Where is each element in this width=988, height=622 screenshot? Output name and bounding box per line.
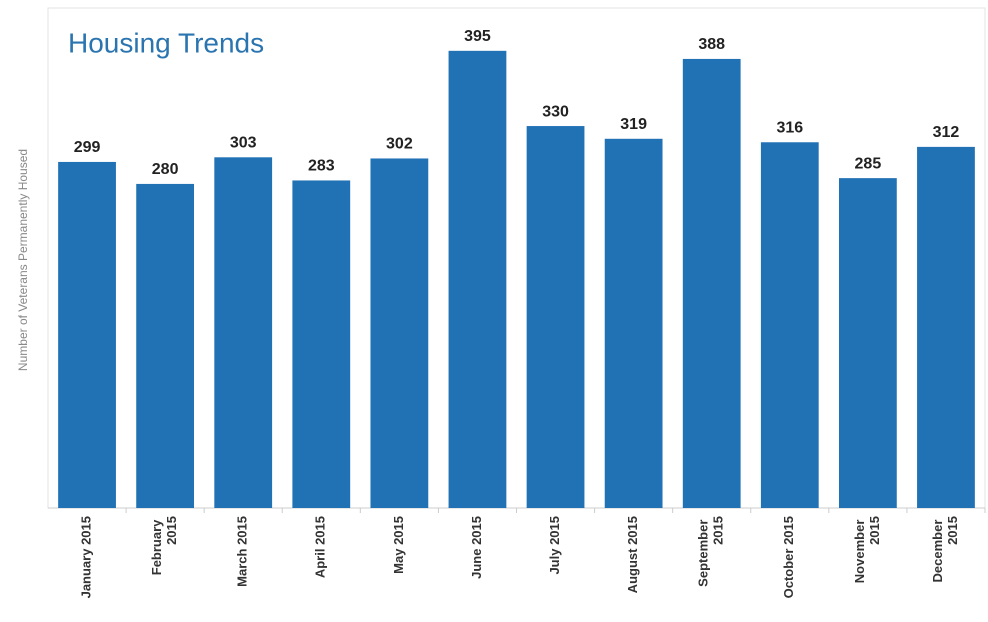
- x-tick-label: October 2015: [781, 516, 796, 598]
- value-label: 330: [542, 103, 569, 120]
- bar: [292, 180, 351, 508]
- y-axis-label: Number of Veterans Permanently Housed: [16, 149, 30, 371]
- value-label: 319: [620, 116, 647, 133]
- value-label: 388: [698, 36, 725, 53]
- x-tick-label: September 2015: [696, 516, 726, 587]
- x-tick-label: June 2015: [469, 516, 484, 579]
- bar: [917, 146, 975, 508]
- x-tick-label: August 2015: [625, 516, 640, 593]
- bar: [526, 126, 585, 509]
- x-tick-label: November 2015: [852, 516, 882, 583]
- bar: [58, 161, 116, 508]
- bar: [760, 142, 819, 508]
- x-tick-label: April 2015: [313, 516, 328, 578]
- value-label: 312: [933, 124, 960, 141]
- x-tick-label: December 2015: [930, 516, 960, 582]
- x-tick-label: July 2015: [547, 516, 562, 575]
- value-label: 303: [230, 135, 257, 152]
- bar: [214, 157, 273, 509]
- value-label: 302: [386, 136, 413, 153]
- bar: [838, 178, 897, 508]
- bar: [682, 58, 741, 508]
- bar: [136, 183, 195, 509]
- value-label: 280: [152, 161, 179, 178]
- bar: [370, 158, 429, 509]
- value-label: 285: [855, 155, 882, 172]
- x-tick-label: January 2015: [78, 516, 93, 598]
- value-label: 283: [308, 158, 335, 175]
- x-tick-label: February 2015: [150, 516, 180, 575]
- bar: [448, 50, 507, 509]
- x-tick-label: May 2015: [391, 516, 406, 574]
- value-label: 316: [776, 119, 803, 136]
- x-tick-label: March 2015: [235, 516, 250, 587]
- chart-title: Housing Trends: [68, 27, 264, 58]
- value-label: 299: [74, 139, 101, 156]
- bar: [604, 138, 663, 508]
- value-label: 395: [464, 28, 491, 45]
